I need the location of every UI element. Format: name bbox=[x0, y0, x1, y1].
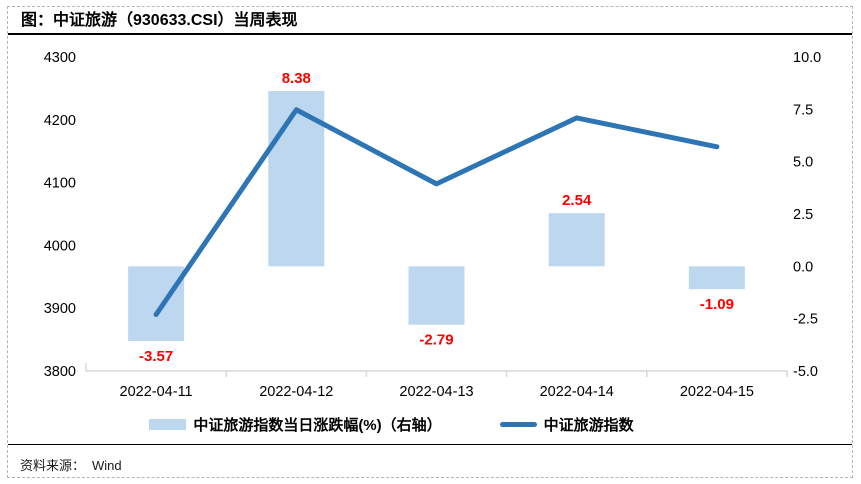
right-axis-tick-label: 7.5 bbox=[793, 102, 813, 118]
bar bbox=[548, 213, 605, 267]
x-axis-tick-label: 2022-04-15 bbox=[680, 384, 754, 400]
source-line: 资料来源： Wind bbox=[20, 455, 122, 474]
title-divider bbox=[8, 33, 852, 35]
left-axis-tick-label: 4100 bbox=[44, 176, 76, 192]
chart-title: 图：中证旅游（930633.CSI）当周表现 bbox=[21, 12, 298, 29]
right-axis-tick-label: 2.5 bbox=[793, 207, 813, 223]
bar bbox=[268, 90, 325, 267]
x-axis-tick-label: 2022-04-14 bbox=[540, 384, 614, 400]
chart-legend: 中证旅游指数当日涨跌幅(%)（右轴） 中证旅游指数 bbox=[0, 412, 861, 436]
source-value: Wind bbox=[92, 458, 122, 473]
left-axis-tick-label: 3800 bbox=[44, 364, 76, 380]
x-axis-tick-label: 2022-04-11 bbox=[120, 384, 193, 400]
bar-series-swatch-icon bbox=[149, 418, 187, 430]
bar bbox=[408, 266, 465, 325]
legend-item-line-series: 中证旅游指数 bbox=[499, 414, 634, 435]
bar-value-label: 8.38 bbox=[282, 70, 311, 87]
left-axis-tick-label: 4000 bbox=[44, 238, 76, 254]
right-axis-tick-label: -5.0 bbox=[793, 364, 818, 380]
left-axis-tick-label: 4300 bbox=[44, 50, 76, 66]
x-axis-tick-label: 2022-04-13 bbox=[399, 384, 473, 400]
legend-label-line-series: 中证旅游指数 bbox=[543, 416, 634, 434]
bar bbox=[688, 266, 745, 290]
right-axis-tick-label: -2.5 bbox=[793, 312, 818, 328]
line-series-swatch-icon bbox=[499, 421, 537, 427]
left-axis-tick-label: 4200 bbox=[44, 113, 76, 129]
source-divider bbox=[8, 444, 852, 445]
right-axis-tick-label: 5.0 bbox=[793, 155, 813, 171]
bar-value-label: -3.57 bbox=[139, 348, 173, 365]
bar-value-label: 2.54 bbox=[562, 192, 592, 209]
x-axis-tick-label: 2022-04-12 bbox=[259, 384, 333, 400]
right-axis-tick-label: 0.0 bbox=[793, 259, 813, 275]
bar-value-label: -2.79 bbox=[419, 332, 453, 349]
bar bbox=[128, 266, 185, 342]
bar-value-label: -1.09 bbox=[700, 296, 734, 313]
left-axis-tick-label: 3900 bbox=[44, 301, 76, 317]
source-label: 资料来源： bbox=[20, 458, 86, 473]
legend-label-bar-series: 中证旅游指数当日涨跌幅(%)（右轴） bbox=[193, 416, 442, 434]
legend-item-bar-series: 中证旅游指数当日涨跌幅(%)（右轴） bbox=[149, 414, 442, 435]
right-axis-tick-label: 10.0 bbox=[793, 50, 821, 66]
index-line bbox=[153, 107, 720, 317]
